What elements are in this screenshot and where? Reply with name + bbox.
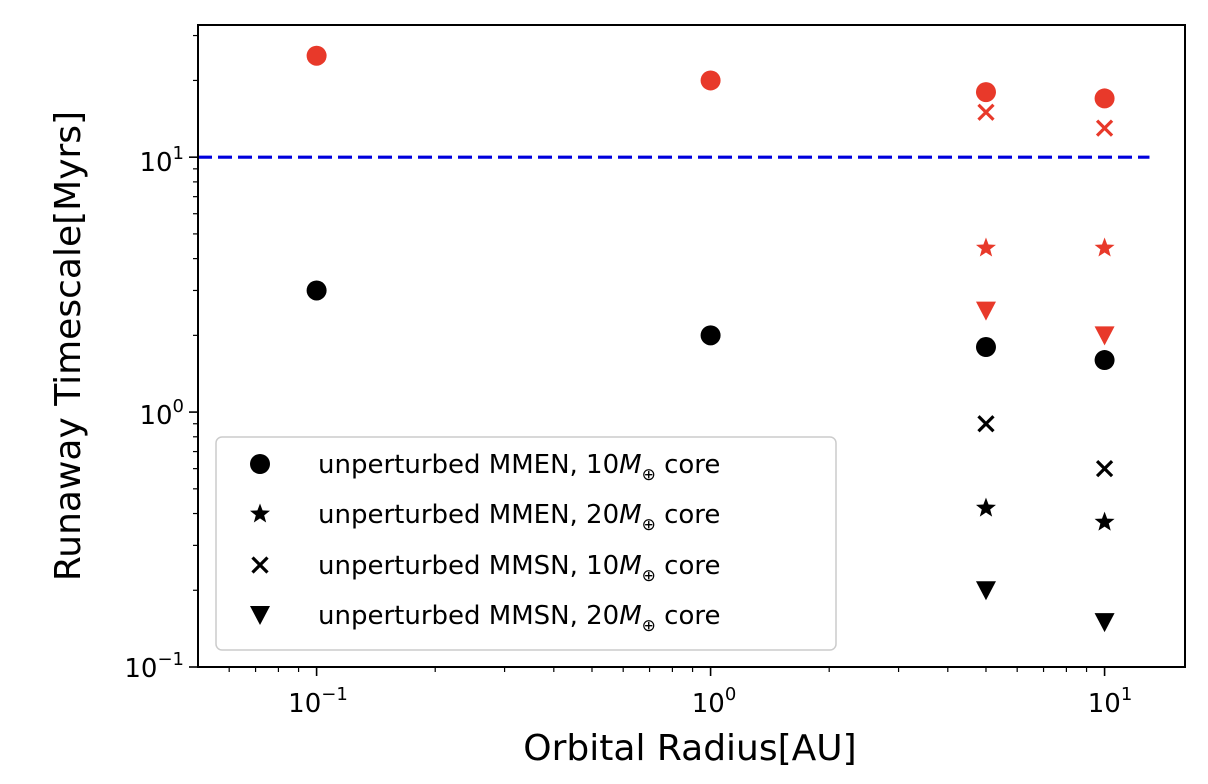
legend-markers xyxy=(250,454,270,625)
y-tick-label-2: 101 xyxy=(139,143,184,178)
y-tick-label-2-base: 10 xyxy=(139,148,172,178)
x-tick-label-0-base: 10 xyxy=(288,689,321,719)
legend-label-1: unperturbed MMEN, 20M⊕ core xyxy=(318,500,720,535)
legend: unperturbed MMEN, 10M⊕ core unperturbed … xyxy=(215,436,837,651)
data-point-s5-p1-x xyxy=(1095,119,1114,137)
legend-label-1-m: M xyxy=(619,500,641,530)
x-tick-label-0-exp: −1 xyxy=(321,684,348,705)
legend-marker-2-x xyxy=(251,556,269,574)
legend-label-0: unperturbed MMEN, 10M⊕ core xyxy=(318,450,720,485)
data-point-s0-p3-circle xyxy=(1094,350,1115,371)
data-marks xyxy=(306,45,1115,633)
y-tick-label-0: 10−1 xyxy=(124,649,184,684)
legend-label-3-pre: unperturbed MMSN, 20 xyxy=(318,601,619,631)
x-tick-label-2: 101 xyxy=(1088,684,1133,719)
legend-label-1-sub: ⊕ xyxy=(642,515,656,535)
x-tick-label-1: 100 xyxy=(692,684,737,719)
legend-label-2-sub: ⊕ xyxy=(642,566,656,586)
x-tick-label-0: 10−1 xyxy=(288,684,348,719)
plot-frame xyxy=(197,24,1186,668)
y-tick-label-1: 100 xyxy=(139,396,184,431)
y-axis-title: Runaway Timescale[Myrs] xyxy=(48,111,89,581)
data-point-s0-p2-circle xyxy=(975,337,996,358)
legend-box xyxy=(215,436,837,651)
x-tick-label-1-base: 10 xyxy=(692,689,725,719)
data-point-s6-p0-star xyxy=(975,237,996,257)
data-point-s7-p0-triangle xyxy=(975,301,996,321)
x-tick-label-2-exp: 1 xyxy=(1121,684,1132,705)
data-point-s2-p0-x xyxy=(977,415,995,433)
legend-marker-3-triangle xyxy=(250,606,270,625)
data-point-s0-p0-circle xyxy=(306,280,327,301)
data-point-s4-p0-circle xyxy=(306,45,327,66)
data-point-s3-p0-triangle xyxy=(975,581,996,601)
legend-label-2-m: M xyxy=(619,551,641,581)
data-point-s4-p3-circle xyxy=(1094,88,1115,109)
legend-label-3-m: M xyxy=(619,601,641,631)
y-tick-label-0-exp: −1 xyxy=(157,649,184,670)
y-tick-label-1-base: 10 xyxy=(139,401,172,431)
x-axis-title: Orbital Radius[AU] xyxy=(523,728,856,769)
y-tick-label-2-exp: 1 xyxy=(173,143,184,164)
x-tick-label-2-base: 10 xyxy=(1088,689,1121,719)
data-point-s5-p0-x xyxy=(977,103,995,121)
data-point-s0-p1-circle xyxy=(700,325,721,346)
legend-label-0-pre: unperturbed MMEN, 10 xyxy=(318,450,619,480)
legend-label-3: unperturbed MMSN, 20M⊕ core xyxy=(318,601,721,636)
legend-label-0-sub: ⊕ xyxy=(642,465,656,485)
data-point-s7-p1-triangle xyxy=(1094,326,1115,346)
data-point-s6-p1-star xyxy=(1094,237,1115,257)
legend-label-0-m: M xyxy=(619,450,641,480)
y-tick-label-1-exp: 0 xyxy=(173,396,184,417)
legend-label-1-post: core xyxy=(656,500,721,530)
data-point-s4-p1-circle xyxy=(700,70,721,91)
x-tick-label-1-exp: 0 xyxy=(725,684,736,705)
major-ticks xyxy=(189,156,1106,676)
legend-label-1-pre: unperturbed MMEN, 20 xyxy=(318,500,619,530)
legend-label-2-pre: unperturbed MMSN, 10 xyxy=(318,551,619,581)
data-point-s4-p2-circle xyxy=(975,82,996,103)
data-point-s2-p1-x xyxy=(1095,460,1114,478)
legend-label-3-post: core xyxy=(656,601,721,631)
y-tick-label-0-base: 10 xyxy=(124,654,157,684)
legend-label-3-sub: ⊕ xyxy=(642,616,656,636)
legend-marker-1-star xyxy=(250,503,270,523)
data-point-s1-p0-star xyxy=(975,497,996,517)
data-point-s1-p1-star xyxy=(1094,511,1115,531)
legend-label-2-post: core xyxy=(656,551,721,581)
legend-label-0-post: core xyxy=(656,450,721,480)
data-point-s3-p1-triangle xyxy=(1094,613,1115,633)
legend-label-2: unperturbed MMSN, 10M⊕ core xyxy=(318,551,721,586)
legend-marker-0-circle xyxy=(250,454,270,474)
